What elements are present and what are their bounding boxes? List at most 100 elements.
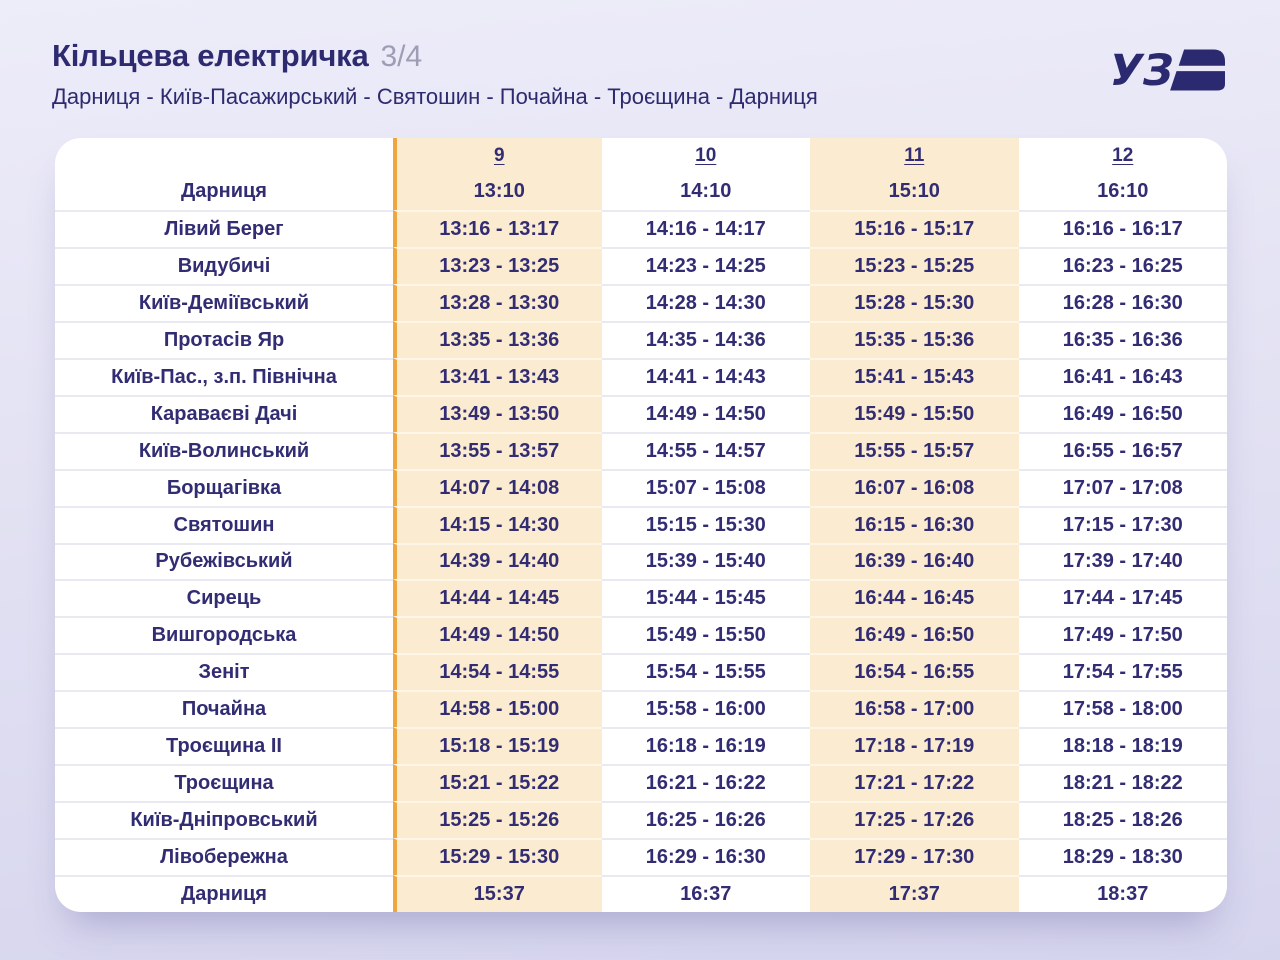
time-cell: 14:10 — [680, 179, 732, 202]
station-name: Київ-Деміївський — [55, 283, 393, 321]
station-name: Дарниця — [55, 875, 393, 912]
time-cell: 15:16 - 15:17 — [810, 209, 1019, 247]
time-cell: 13:28 - 13:30 — [393, 283, 602, 321]
uz-railways-logo-icon: УЗ — [1113, 48, 1225, 92]
time-cell: 15:21 - 15:22 — [393, 764, 602, 802]
page-indicator: 3/4 — [380, 40, 423, 73]
time-cell: 14:41 - 14:43 — [601, 357, 810, 395]
time-cell: 16:58 - 17:00 — [810, 690, 1019, 728]
route-subtitle: Дарниця - Київ-Пасажирський - Святошин -… — [52, 84, 818, 109]
time-cell: 17:58 - 18:00 — [1018, 690, 1227, 727]
time-cell: 15:54 - 15:55 — [601, 653, 810, 690]
time-cell: 15:49 - 15:50 — [810, 394, 1019, 432]
time-cell: 16:55 - 16:57 — [1018, 431, 1227, 469]
time-cell: 15:44 - 15:45 — [601, 579, 810, 616]
trip-number-link-9[interactable]: 9 — [493, 144, 505, 166]
time-cell: 14:28 - 14:30 — [601, 283, 810, 321]
time-cell: 16:18 - 16:19 — [601, 727, 810, 764]
station-name: Київ-Пас., з.п. Північна — [55, 357, 393, 395]
time-cell: 16:28 - 16:30 — [1018, 283, 1227, 321]
page-title: Кільцева електричка — [52, 38, 369, 73]
station-name: Лівий Берег — [55, 209, 393, 247]
station-name: Рубежівський — [55, 542, 393, 580]
time-cell: 13:16 - 13:17 — [393, 209, 602, 247]
station-name: Сирець — [55, 579, 393, 616]
time-cell: 16:23 - 16:25 — [1018, 246, 1227, 284]
time-cell: 15:28 - 15:30 — [810, 283, 1019, 321]
time-cell: 15:35 - 15:36 — [810, 320, 1019, 358]
time-cell: 17:15 - 17:30 — [1018, 505, 1227, 543]
trip-header-cell-9: 9 — [393, 138, 602, 173]
logo-stripe-bottom — [1170, 71, 1225, 91]
logo-text: УЗ — [1113, 48, 1174, 92]
time-cell: 16:39 - 16:40 — [810, 542, 1019, 580]
time-cell: 15:55 - 15:57 — [810, 431, 1019, 469]
time-cell: 15:07 - 15:08 — [601, 468, 810, 506]
station-name: Караваєві Дачі — [55, 394, 393, 432]
time-cell: 17:21 - 17:22 — [810, 764, 1019, 802]
time-cell: 18:21 - 18:22 — [1018, 764, 1227, 801]
time-cell: 15:41 - 15:43 — [810, 357, 1019, 395]
time-cell: 16:44 - 16:45 — [810, 579, 1019, 617]
time-cell: 16:35 - 16:36 — [1018, 320, 1227, 358]
time-cell: 15:25 - 15:26 — [393, 801, 602, 839]
time-cell: 14:07 - 14:08 — [393, 468, 602, 506]
time-cell: 15:39 - 15:40 — [601, 542, 810, 580]
time-cell: 14:23 - 14:25 — [601, 246, 810, 284]
time-cell: 14:16 - 14:17 — [601, 209, 810, 247]
time-cell: 17:29 - 17:30 — [810, 838, 1019, 876]
time-cell: 16:21 - 16:22 — [601, 764, 810, 801]
time-cell: 16:41 - 16:43 — [1018, 357, 1227, 395]
time-cell: 16:10 — [1097, 179, 1149, 202]
time-cell: 17:18 - 17:19 — [810, 727, 1019, 765]
time-cell: 13:41 - 13:43 — [393, 357, 602, 395]
time-cell: 14:35 - 14:36 — [601, 320, 810, 358]
time-cell: 13:55 - 13:57 — [393, 431, 602, 469]
time-cell: 18:29 - 18:30 — [1018, 838, 1227, 875]
time-cell: 16:49 - 16:50 — [810, 616, 1019, 654]
time-cell: 14:55 - 14:57 — [601, 431, 810, 469]
trip-number-link-11[interactable]: 11 — [904, 144, 925, 166]
time-cell: 14:15 - 14:30 — [393, 505, 602, 543]
time-cell: 16:15 - 16:30 — [810, 505, 1019, 543]
time-cell: 15:58 - 16:00 — [601, 690, 810, 727]
time-cell: 15:23 - 15:25 — [810, 246, 1019, 284]
station-name: Зеніт — [55, 653, 393, 690]
time-cell: 15:49 - 15:50 — [601, 616, 810, 653]
time-cell: 17:39 - 17:40 — [1018, 542, 1227, 580]
time-cell: 17:25 - 17:26 — [810, 801, 1019, 839]
station-name: Видубичі — [55, 246, 393, 284]
trip-number-link-10[interactable]: 10 — [695, 144, 717, 166]
page-header: Кільцева електричка 3/4 Дарниця - Київ-П… — [52, 38, 818, 110]
time-cell: 16:07 - 16:08 — [810, 468, 1019, 506]
time-cell: 16:29 - 16:30 — [601, 838, 810, 875]
time-cell: 13:35 - 13:36 — [393, 320, 602, 358]
station-name: Протасів Яр — [55, 320, 393, 358]
time-cell: 15:37 — [393, 875, 602, 912]
time-cell: 18:37 — [1018, 875, 1227, 912]
time-cell: 13:49 - 13:50 — [393, 394, 602, 432]
station-name: Дарниця — [181, 179, 267, 202]
time-cell: 18:25 - 18:26 — [1018, 801, 1227, 838]
time-cell: 16:16 - 16:17 — [1018, 209, 1227, 247]
title-row: Кільцева електричка 3/4 — [52, 38, 818, 74]
time-cell: 14:54 - 14:55 — [393, 653, 602, 691]
logo-stripe-top — [1178, 49, 1225, 66]
time-cell: 14:49 - 14:50 — [601, 394, 810, 432]
time-cell: 16:54 - 16:55 — [810, 653, 1019, 691]
trip-header-cell-11: 11 — [810, 138, 1019, 173]
station-name: Троєщина II — [55, 727, 393, 764]
trip-number-link-12[interactable]: 12 — [1112, 144, 1134, 166]
station-name: Вишгородська — [55, 616, 393, 653]
time-cell: 16:37 — [601, 875, 810, 912]
time-cell: 18:18 - 18:19 — [1018, 727, 1227, 764]
time-cell: 16:25 - 16:26 — [601, 801, 810, 838]
time-cell: 14:58 - 15:00 — [393, 690, 602, 728]
station-name: Київ-Дніпровський — [55, 801, 393, 838]
time-cell: 14:39 - 14:40 — [393, 542, 602, 580]
corner-cell — [55, 138, 393, 173]
time-cell: 13:10 — [393, 173, 602, 210]
time-cell: 17:44 - 17:45 — [1018, 579, 1227, 616]
time-cell: 17:07 - 17:08 — [1018, 468, 1227, 506]
